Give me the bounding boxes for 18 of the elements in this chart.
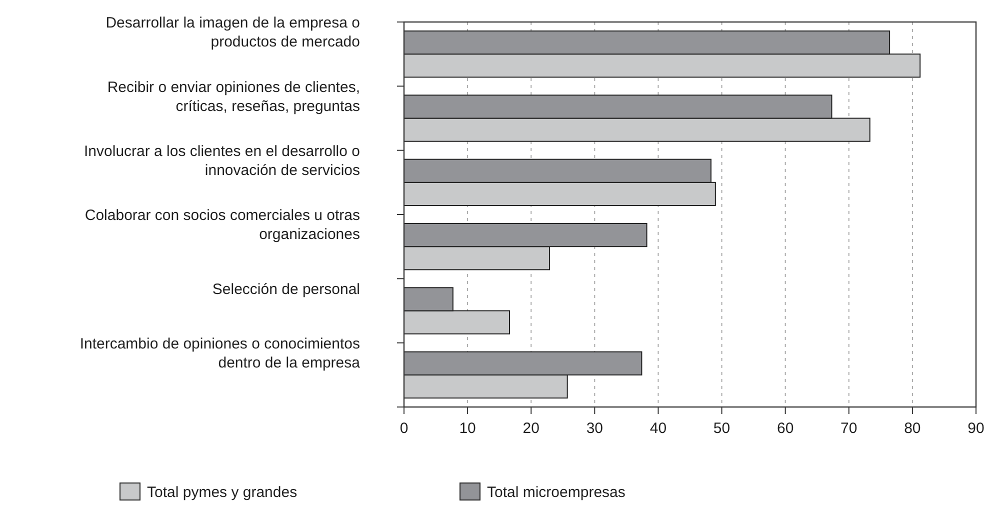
x-tick-label: 50: [713, 420, 730, 437]
x-tick-label: 10: [459, 420, 476, 437]
y-tick-label: Recibir o enviar opiniones de clientes, críticas, reseñas, preguntas: [107, 78, 360, 115]
x-tick-label: 60: [776, 420, 794, 437]
y-tick-label: Desarrollar la imagen de la empresa o productos de mercado: [106, 14, 360, 51]
x-tick-label: 40: [650, 420, 667, 437]
y-tick-label: Involucrar a los clientes en el desarrollo o innovación de servicios: [84, 142, 360, 179]
x-tick-label: 30: [586, 420, 604, 437]
y-tick-label: Intercambio de opiniones o conocimientos dentro de la empresa: [80, 335, 361, 372]
x-tick-label: 90: [968, 420, 984, 437]
x-tick-label: 80: [904, 420, 921, 437]
y-tick-label: Colaborar con socios comerciales u otras organizaciones: [84, 207, 360, 244]
x-tick-label: 70: [840, 420, 858, 437]
x-tick-label: 20: [522, 420, 540, 437]
legend-label: Total pymes y grandes: [147, 484, 298, 501]
legend-label: Total microempresas: [487, 484, 626, 501]
x-tick-label: 0: [400, 420, 408, 437]
y-tick-label: Selección de personal: [212, 280, 360, 298]
